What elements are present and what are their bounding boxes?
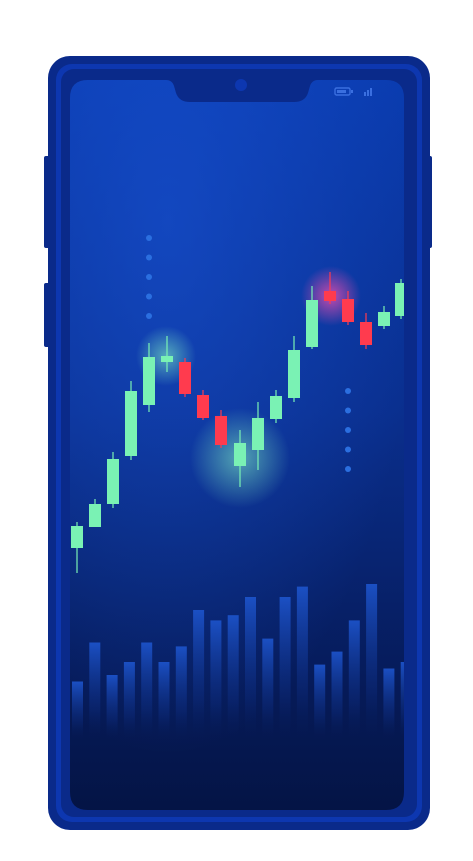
candle-body	[324, 291, 336, 301]
candle-body	[234, 443, 246, 466]
bull-candle	[71, 522, 83, 573]
volume-bar	[141, 642, 153, 740]
bear-candle	[324, 272, 336, 304]
candle-body	[89, 504, 101, 527]
candle-body	[71, 526, 83, 548]
volume-bar	[193, 610, 205, 740]
volume-bar	[383, 668, 395, 740]
volume-bar	[366, 584, 378, 740]
bull-candle	[234, 430, 246, 487]
front-camera-icon	[235, 79, 247, 91]
bull-candle	[270, 390, 282, 423]
volume-bar	[158, 662, 170, 740]
volume-bar	[296, 586, 308, 740]
candle-body	[125, 391, 137, 456]
bull-candle	[89, 499, 101, 527]
bear-candle	[215, 410, 227, 448]
bull-candle	[107, 452, 119, 508]
volume-bar	[262, 638, 274, 740]
decorative-dot	[345, 446, 351, 453]
bull-candle	[288, 336, 300, 402]
volume-bar	[279, 597, 291, 740]
candle-body	[395, 283, 404, 316]
phone-screen	[70, 80, 404, 810]
candle-body	[306, 300, 318, 347]
signal-icon	[364, 88, 372, 96]
volume-bar	[89, 642, 101, 740]
candle-body	[161, 356, 173, 362]
bull-candle	[143, 343, 155, 412]
volume-bar	[72, 681, 83, 740]
candle-body	[179, 362, 191, 394]
bear-candle	[342, 291, 354, 325]
bear-candle	[197, 390, 209, 420]
volume-bar	[348, 620, 360, 740]
bull-candle	[125, 381, 137, 460]
decorative-dot	[345, 388, 351, 394]
decorative-dot	[345, 466, 351, 472]
decorative-dot	[345, 407, 351, 414]
volume-bar	[106, 675, 118, 740]
bear-candle	[179, 358, 191, 397]
candlestick-chart	[71, 272, 404, 573]
decorative-dot	[146, 313, 152, 319]
bull-candle	[252, 402, 264, 470]
decorative-dot	[146, 274, 152, 280]
candle-body	[107, 459, 119, 504]
decorative-dot	[146, 254, 152, 261]
bull-candle	[395, 279, 404, 319]
volume-bar	[314, 664, 326, 740]
volume-bar	[400, 662, 404, 740]
volume-bars	[72, 584, 404, 740]
candle-body	[270, 396, 282, 419]
bull-candle	[306, 286, 318, 349]
bear-candle	[360, 313, 372, 349]
battery-icon	[334, 87, 353, 96]
candle-body	[215, 416, 227, 445]
candle-body	[197, 395, 209, 418]
bull-candle	[378, 306, 390, 329]
decorative-dot	[345, 427, 351, 433]
decorative-dots	[146, 235, 351, 472]
volume-bar	[210, 620, 222, 740]
decorative-dot	[146, 235, 152, 241]
decorative-dot	[146, 293, 152, 300]
volume-bar	[331, 651, 343, 740]
candle-body	[378, 312, 390, 326]
candle-body	[252, 418, 264, 450]
candle-body	[288, 350, 300, 398]
volume-bar	[123, 662, 135, 740]
candle-body	[143, 357, 155, 405]
volume-bar	[227, 615, 239, 740]
volume-bar	[175, 646, 187, 740]
candle-body	[360, 322, 372, 345]
volume-bar	[245, 597, 256, 740]
candle-body	[342, 299, 354, 322]
bull-candle	[161, 336, 173, 372]
